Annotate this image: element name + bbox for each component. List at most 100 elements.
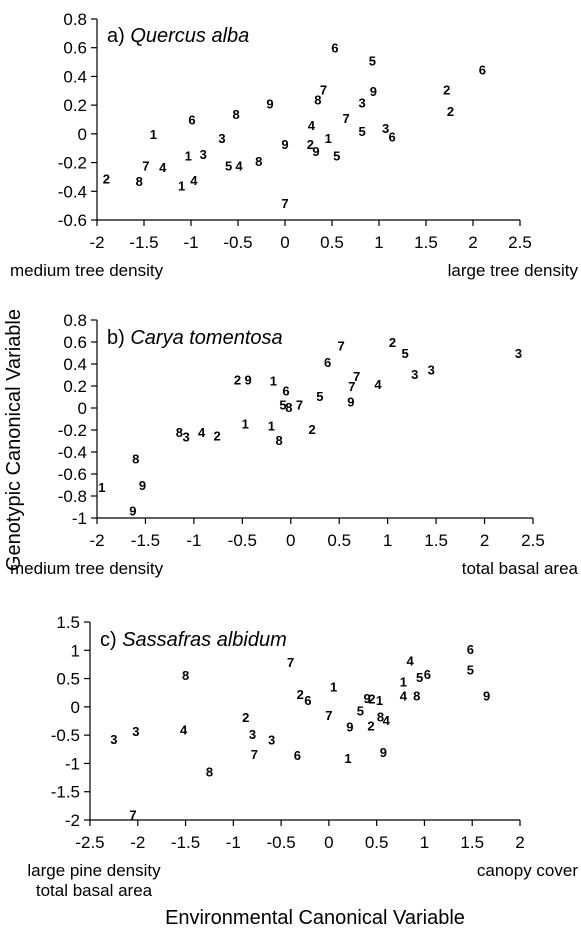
y-tick-label: 0.8 (63, 10, 87, 29)
data-point: 1 (150, 127, 157, 142)
data-point: 1 (98, 480, 105, 495)
x-axis-label: Environmental Canonical Variable (165, 907, 465, 929)
data-point: 4 (406, 653, 414, 668)
data-point: 7 (353, 369, 360, 384)
data-point: 6 (294, 748, 301, 763)
data-point: 2 (307, 137, 314, 152)
data-point: 4 (383, 713, 391, 728)
y-tick-label: 0.4 (63, 67, 87, 86)
data-point: 2 (297, 687, 304, 702)
x-tick-label: 1 (374, 233, 383, 252)
data-point: 5 (316, 389, 323, 404)
panel-2: -1 -0.8 -0.6 -0.4 -0.2 0 0.2 0.4 0.6 0.8 -2 -1.5 -1 -… (10, 311, 579, 578)
x-tick-label: 1.5 (424, 531, 448, 550)
x-tick-label: 2 (480, 531, 489, 550)
data-point: 8 (285, 400, 292, 415)
data-point: 3 (249, 727, 256, 742)
data-point: 5 (369, 54, 376, 69)
data-point: 7 (348, 379, 355, 394)
y-tick-label: 0 (71, 698, 80, 717)
data-point: 1 (330, 679, 337, 694)
y-tick-label: 1 (71, 641, 80, 660)
data-point: 4 (190, 173, 198, 188)
data-point: 2 (368, 691, 375, 706)
data-point: 3 (515, 346, 522, 361)
data-point: 6 (467, 642, 474, 657)
y-tick-label: 0.4 (63, 355, 87, 374)
data-point: 4 (235, 158, 243, 173)
data-point: 1 (178, 179, 185, 194)
data-point: 2 (308, 422, 315, 437)
data-point: 9 (483, 689, 490, 704)
data-point: 9 (363, 691, 370, 706)
data-point: 2 (367, 719, 374, 734)
data-point: 4 (159, 160, 167, 175)
y-tick-label: 0.5 (56, 670, 80, 689)
y-tick-label: -2 (65, 811, 80, 830)
data-point: 1 (400, 674, 407, 689)
y-tick-label: -0.5 (51, 726, 80, 745)
data-point: 3 (183, 430, 190, 445)
data-point: 9 (266, 97, 273, 112)
x-tick-label: 1.5 (414, 233, 438, 252)
y-tick-label: -1 (65, 754, 80, 773)
data-point: 2 (389, 335, 396, 350)
data-point: 6 (479, 62, 486, 77)
x-annotation-left: medium tree density (10, 559, 164, 578)
data-point: 1 (325, 131, 332, 146)
data-point: 5 (333, 148, 340, 163)
data-point: 2 (214, 429, 221, 444)
data-point: 2 (443, 82, 450, 97)
y-tick-label: -1 (72, 509, 87, 528)
y-tick-label: -1.5 (51, 783, 80, 802)
data-point: 3 (428, 363, 435, 378)
data-point: 4 (400, 689, 408, 704)
data-point: 3 (110, 732, 117, 747)
panel-title: a) Quercus alba (107, 25, 249, 47)
y-tick-label: 0.2 (63, 96, 87, 115)
data-point: 6 (389, 130, 396, 145)
x-tick-label: 2.5 (521, 531, 545, 550)
data-point: 6 (188, 113, 195, 128)
data-point: 5 (279, 398, 286, 413)
data-point: 8 (255, 154, 262, 169)
panel-1: -0.6 -0.4 -0.2 0 0.2 0.4 0.6 0.8 -2 -1.5 -1 -0.5 0 0.… (10, 10, 578, 280)
data-point: 1 (344, 751, 351, 766)
data-point: 1 (242, 416, 249, 431)
x-tick-label: 1.5 (460, 833, 484, 852)
data-point: 5 (225, 158, 232, 173)
data-point: 9 (245, 372, 252, 387)
data-point: 5 (467, 663, 474, 678)
data-point: 7 (142, 158, 149, 173)
y-tick-label: -0.8 (58, 487, 87, 506)
data-point: 8 (182, 668, 189, 683)
x-tick-label: 1 (383, 531, 392, 550)
data-point: 8 (176, 425, 183, 440)
x-tick-label: 0 (286, 531, 295, 550)
y-tick-label: 0.8 (63, 311, 87, 330)
x-tick-label: 2.5 (508, 233, 532, 252)
y-tick-label: -0.4 (58, 182, 87, 201)
y-tick-label: -0.6 (58, 211, 87, 230)
data-point: 3 (382, 121, 389, 136)
data-point: 3 (358, 95, 365, 110)
y-tick-label: 0 (78, 125, 87, 144)
data-point: 6 (331, 41, 338, 56)
data-point: 9 (380, 745, 387, 760)
x-tick-label: 0 (280, 233, 289, 252)
y-axis-label: Genotypic Canonical Variable (3, 309, 25, 571)
data-point: 4 (374, 377, 382, 392)
data-point: 8 (136, 174, 143, 189)
data-point: 9 (347, 394, 354, 409)
y-tick-label: -0.2 (58, 154, 87, 173)
x-tick-label: 2 (468, 233, 477, 252)
data-point: 7 (296, 398, 303, 413)
y-tick-label: 0.6 (63, 39, 87, 58)
x-annotation-right: canopy cover (477, 861, 578, 880)
x-tick-label: -2 (89, 233, 104, 252)
data-point: 7 (338, 338, 345, 353)
x-tick-label: 0.5 (320, 233, 344, 252)
data-point: 6 (324, 355, 331, 370)
x-annotation-left: large pine density total basal area (27, 861, 161, 900)
